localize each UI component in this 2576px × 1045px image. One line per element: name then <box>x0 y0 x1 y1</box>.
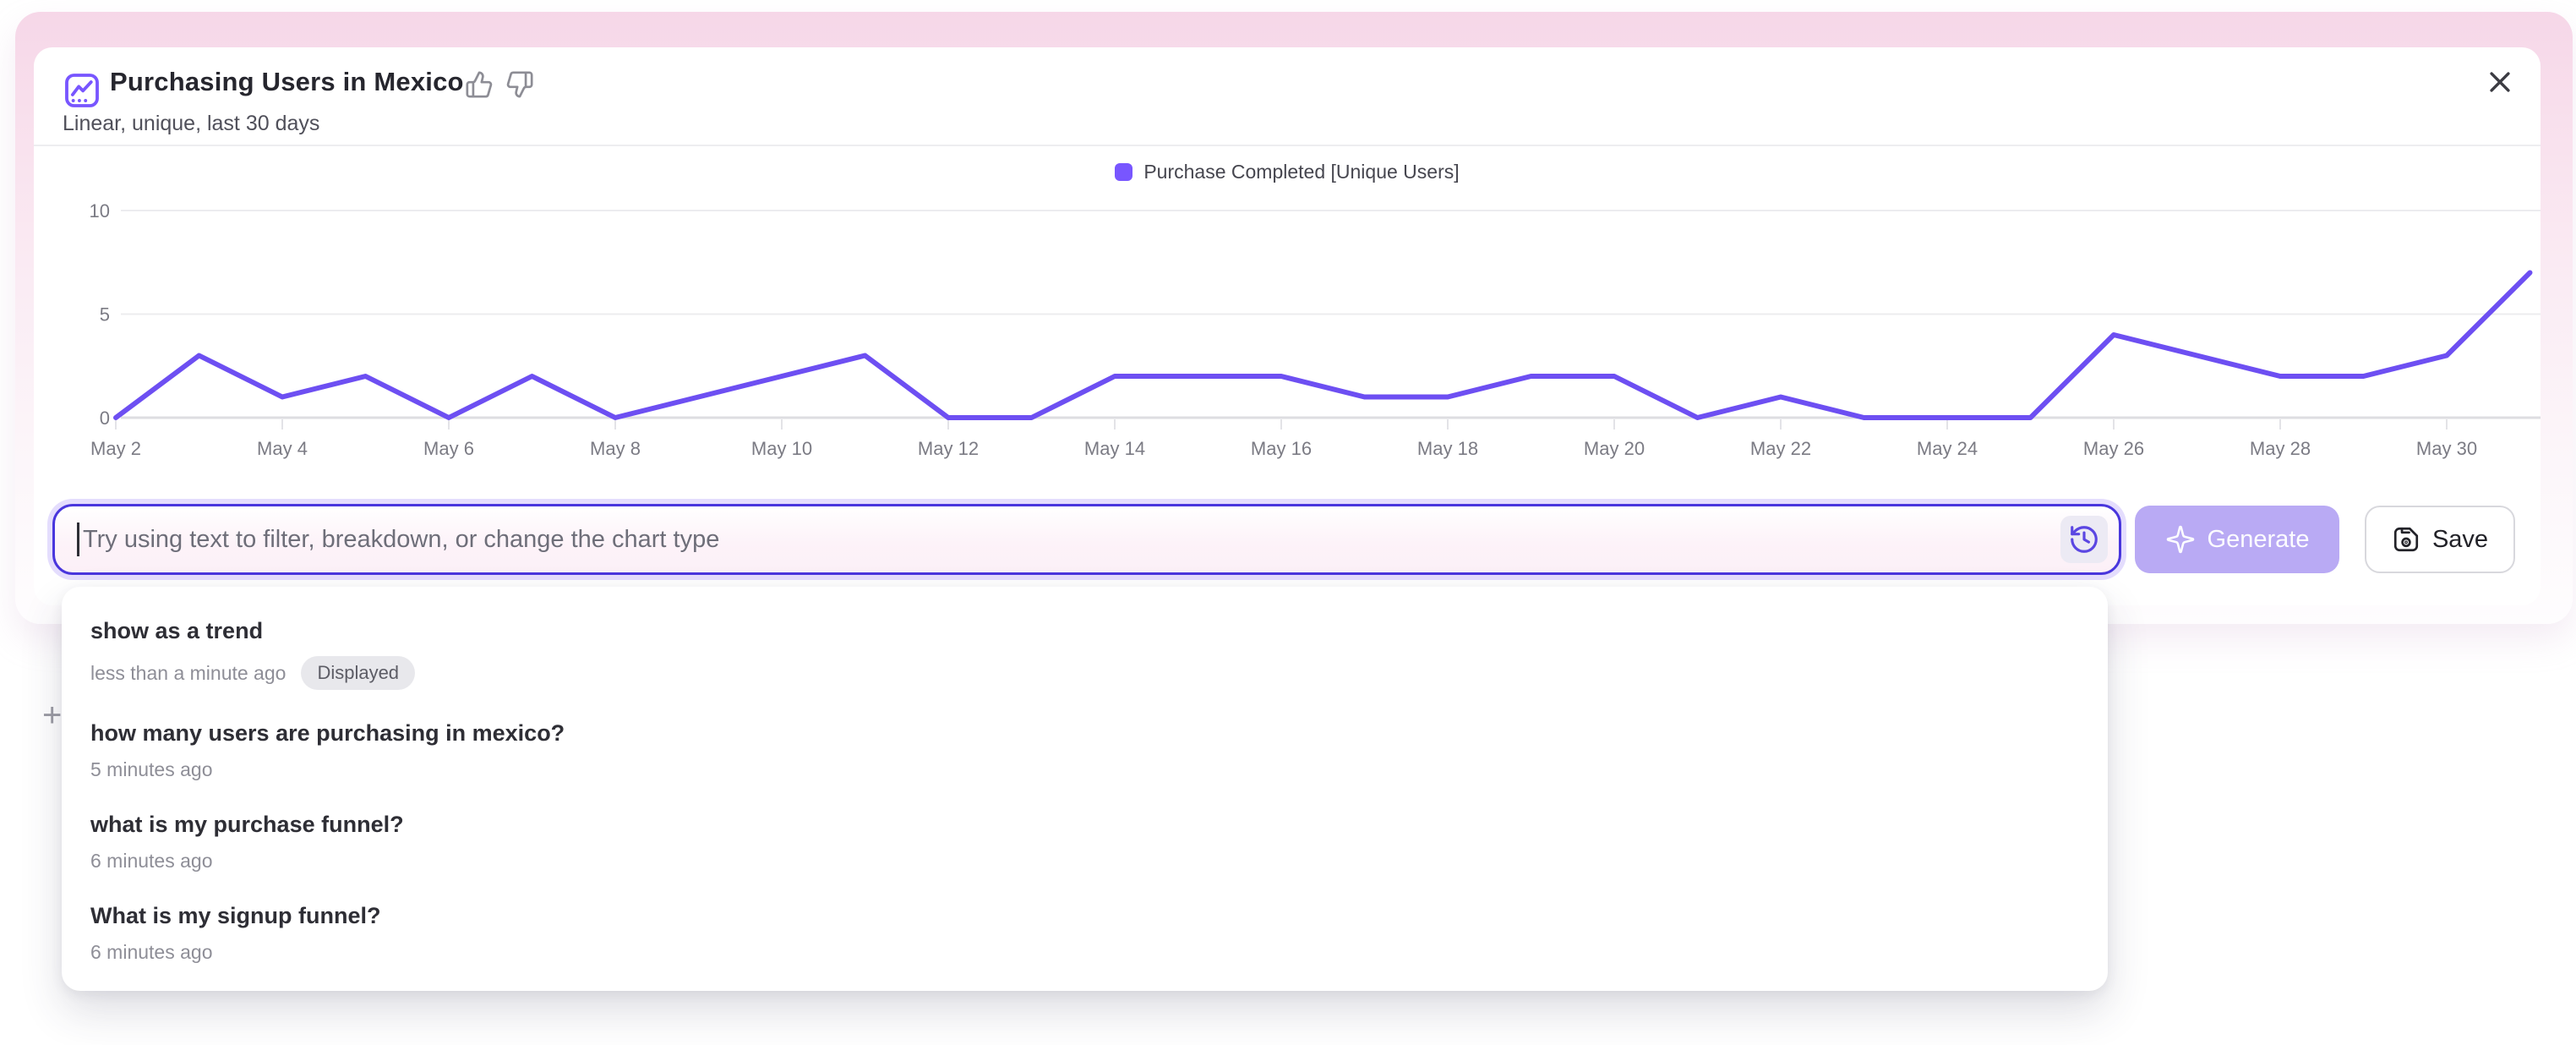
prompt-input[interactable]: Try using text to filter, breakdown, or … <box>52 504 2121 575</box>
history-item-meta: less than a minute ago Displayed <box>90 656 2079 690</box>
svg-text:May 12: May 12 <box>918 438 979 459</box>
svg-text:May 16: May 16 <box>1251 438 1312 459</box>
history-item[interactable]: show as a trend less than a minute ago Dis… <box>62 602 2108 704</box>
svg-text:May 14: May 14 <box>1084 438 1145 459</box>
history-item-query: What is my signup funnel? <box>90 903 381 928</box>
svg-text:May 10: May 10 <box>751 438 812 459</box>
svg-text:0: 0 <box>100 408 110 429</box>
svg-text:May 28: May 28 <box>2250 438 2311 459</box>
svg-text:May 8: May 8 <box>590 438 641 459</box>
line-chart-icon <box>63 71 101 110</box>
line-chart: 0 5 10 May 2 May 4 May 6 May 8 May 10 May 12 May … <box>90 200 2541 459</box>
thumbs-up-icon <box>466 70 493 98</box>
history-item-meta: 6 minutes ago <box>90 941 2079 964</box>
svg-text:10: 10 <box>90 200 110 222</box>
svg-text:May 20: May 20 <box>1584 438 1645 459</box>
card-subtitle: Linear, unique, last 30 days <box>63 112 320 135</box>
history-dropdown: show as a trend less than a minute ago Dis… <box>62 587 2108 991</box>
thumbs-down-icon <box>506 70 533 98</box>
card-header: Purchasing Users in Mexico Linear, uniqu… <box>34 47 2541 146</box>
ai-chart-card: Purchasing Users in Mexico Linear, uniqu… <box>34 47 2541 605</box>
generate-label: Generate <box>2207 525 2310 553</box>
text-cursor <box>77 522 79 556</box>
history-item-time: 5 minutes ago <box>90 758 213 780</box>
card-title: Purchasing Users in Mexico <box>110 67 464 96</box>
thumbs-down-button[interactable] <box>504 69 536 101</box>
history-item-query: what is my purchase funnel? <box>90 812 404 837</box>
history-item-meta: 5 minutes ago <box>90 758 2079 781</box>
prompt-placeholder: Try using text to filter, breakdown, or … <box>83 525 720 553</box>
plus-glyph: + <box>42 697 63 734</box>
svg-text:May 4: May 4 <box>257 438 308 459</box>
history-item-time: 6 minutes ago <box>90 941 213 963</box>
history-icon <box>2071 526 2098 553</box>
history-item[interactable]: what is my purchase funnel? 6 minutes ago <box>62 796 2108 887</box>
history-item-query: how many users are purchasing in mexico? <box>90 720 565 746</box>
svg-text:5: 5 <box>100 304 110 326</box>
history-item-meta: 6 minutes ago <box>90 850 2079 873</box>
thumbs-up-button[interactable] <box>463 69 495 101</box>
svg-text:May 26: May 26 <box>2083 438 2144 459</box>
history-item-badge: Displayed <box>301 656 416 690</box>
svg-text:May 24: May 24 <box>1917 438 1978 459</box>
history-item[interactable]: What is my signup funnel? 6 minutes ago <box>62 887 2108 978</box>
svg-text:May 2: May 2 <box>90 438 141 459</box>
close-button[interactable] <box>2483 66 2517 100</box>
history-item-time: 6 minutes ago <box>90 850 213 872</box>
close-icon <box>2490 71 2510 92</box>
history-item-time: less than a minute ago <box>90 661 287 684</box>
history-item[interactable]: how many users are purchasing in mexico?… <box>62 704 2108 796</box>
history-item-query: show as a trend <box>90 618 264 643</box>
sparkle-icon <box>2166 525 2194 554</box>
svg-text:May 18: May 18 <box>1417 438 1478 459</box>
save-icon <box>2393 527 2419 552</box>
svg-text:May 22: May 22 <box>1750 438 1811 459</box>
history-button[interactable] <box>2060 516 2108 563</box>
save-label: Save <box>2431 525 2489 553</box>
save-button[interactable]: Save <box>2365 506 2515 573</box>
generate-button[interactable]: Generate <box>2135 506 2339 573</box>
svg-text:May 30: May 30 <box>2416 438 2477 459</box>
svg-text:May 6: May 6 <box>423 438 474 459</box>
